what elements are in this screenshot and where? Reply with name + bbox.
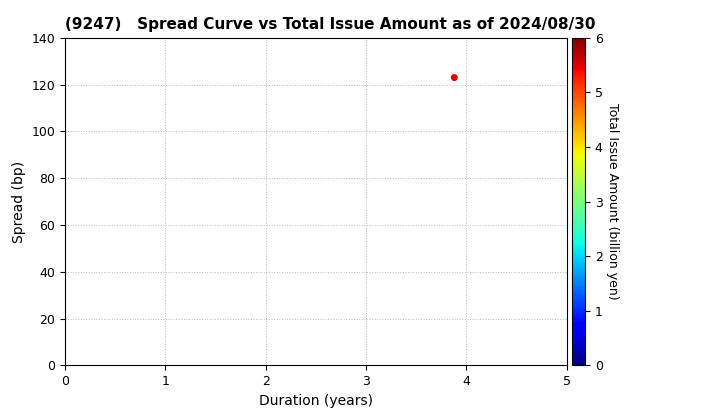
Y-axis label: Total Issue Amount (billion yen): Total Issue Amount (billion yen) (606, 103, 619, 300)
X-axis label: Duration (years): Duration (years) (258, 394, 373, 408)
Point (449, 74, 460, 81)
Y-axis label: Spread (bp): Spread (bp) (12, 160, 26, 243)
Text: (9247)   Spread Curve vs Total Issue Amount as of 2024/08/30: (9247) Spread Curve vs Total Issue Amoun… (65, 18, 595, 32)
